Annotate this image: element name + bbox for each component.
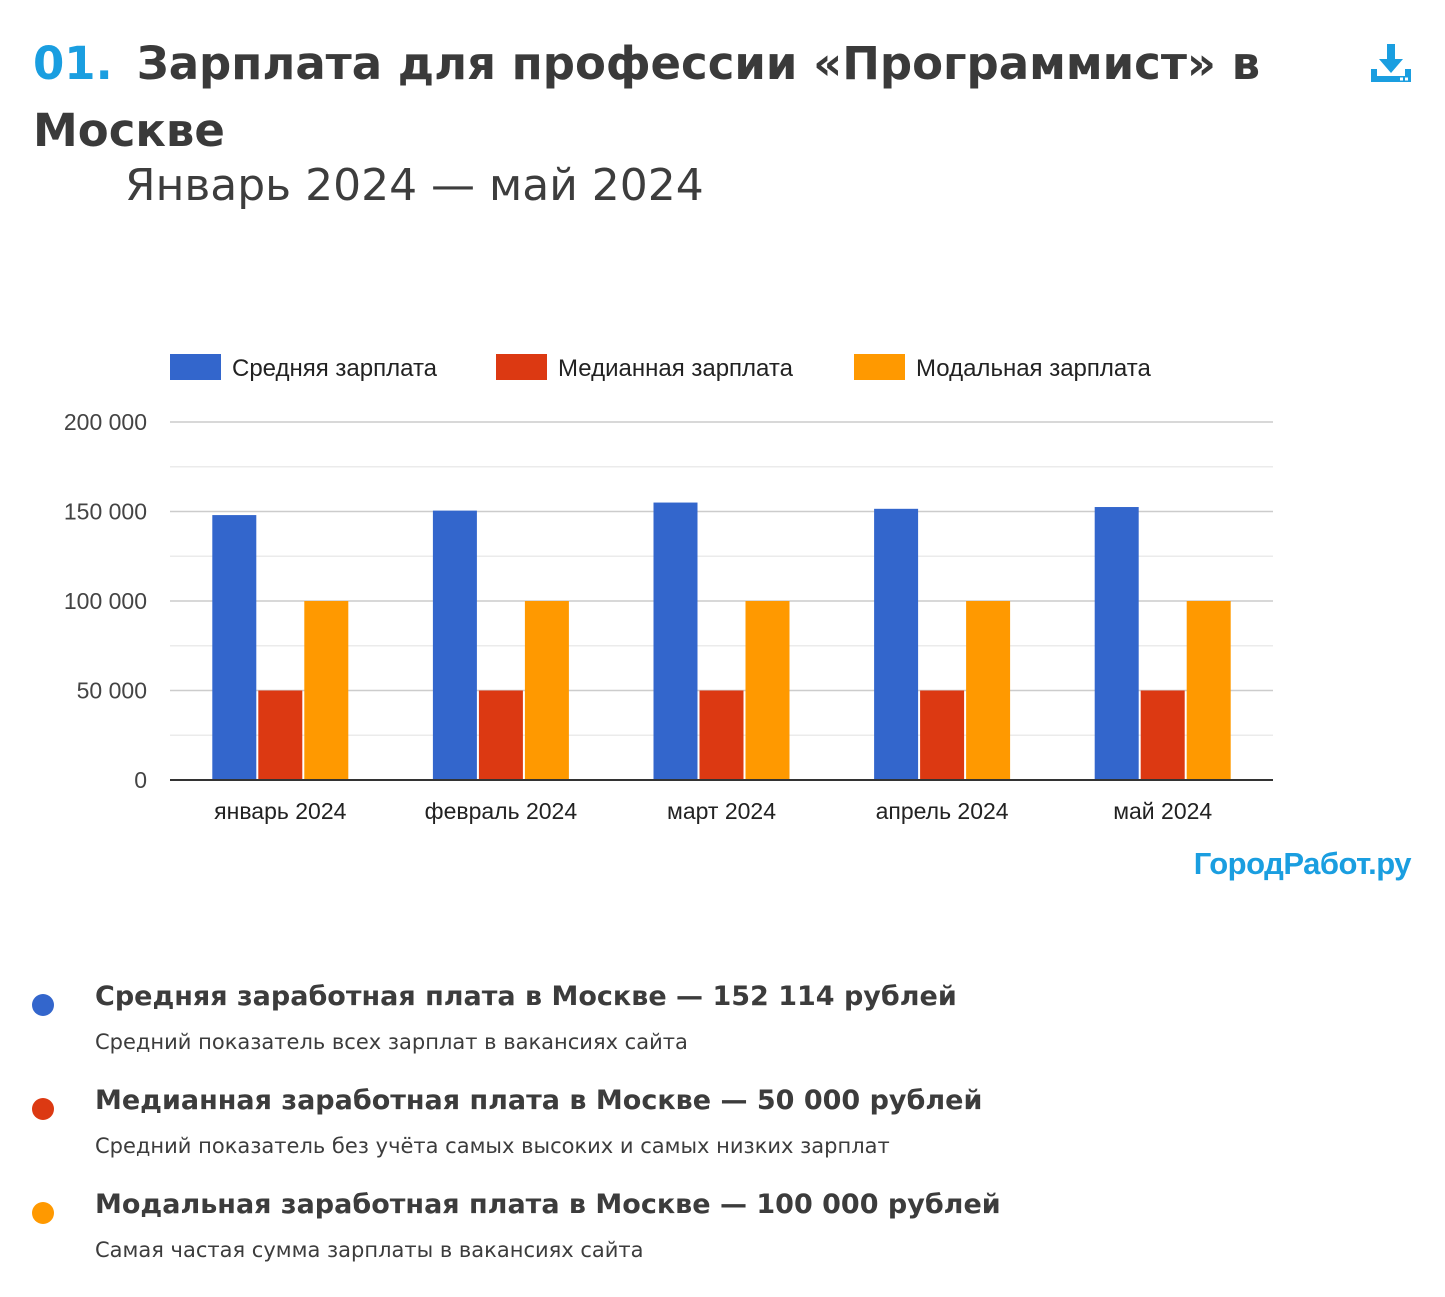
x-tick-label: февраль 2024 [425,798,578,824]
salary-stats-list: Средняя заработная плата в Москве — 152 … [32,981,1412,1297]
title-text: Зарплата для профессии «Программист» в М… [33,37,1261,157]
x-tick-label: май 2024 [1113,798,1212,824]
bar-average [432,510,477,780]
y-tick-label: 50 000 [77,678,147,704]
stat-median: Медианная заработная плата в Москве — 50… [32,1085,1412,1193]
bar-median [258,690,303,780]
median-description: Средний показатель без учёта самых высок… [95,1134,890,1158]
median-title: Медианная заработная плата в Москве — 50… [95,1085,983,1116]
bar-average [1094,507,1139,780]
bar-median [478,690,523,780]
legend-label: Медианная зарплата [558,355,794,382]
y-tick-label: 0 [134,767,147,793]
salary-bar-chart: 0 50 000 100 000 150 000 200 000 январь 2024 ф… [64,354,1273,824]
stat-average: Средняя заработная плата в Москве — 152 … [32,981,1412,1089]
section-number: 01. [33,37,113,90]
x-tick-label: март 2024 [667,798,776,824]
period-subtitle: Январь 2024 — май 2024 [125,160,704,211]
bar-mode [1186,601,1231,780]
stat-mode: Модальная заработная плата в Москве — 10… [32,1189,1412,1297]
legend-swatch [854,354,905,380]
average-title: Средняя заработная плата в Москве — 152 … [95,981,957,1012]
y-tick-label: 200 000 [64,409,147,435]
y-tick-label: 100 000 [64,588,147,614]
legend-swatch [170,354,221,380]
bar-median [1140,690,1185,780]
bar-median [699,690,744,780]
mode-title: Модальная заработная плата в Москве — 10… [95,1189,1001,1220]
download-icon[interactable] [1368,42,1414,88]
average-dot [32,994,54,1016]
brand-logo[interactable]: ГородРабот.ру [1193,846,1412,881]
average-description: Средний показатель всех зарплат в ваканс… [95,1030,688,1054]
mode-dot [32,1202,54,1224]
legend-label: Средняя зарплата [232,355,438,382]
bar-mode [966,601,1011,780]
x-tick-label: апрель 2024 [876,798,1009,824]
legend-label: Модальная зарплата [916,355,1151,382]
bar-average [874,508,919,780]
median-dot [32,1098,54,1120]
legend-swatch [496,354,547,380]
mode-description: Самая частая сумма зарплаты в вакансиях … [95,1238,644,1262]
bar-average [212,515,257,780]
bar-mode [745,601,790,780]
bar-mode [524,601,569,780]
page-title: 01. Зарплата для профессии «Программист» … [33,30,1333,164]
x-tick-label: январь 2024 [214,798,346,824]
bar-mode [304,601,349,780]
y-tick-label: 150 000 [64,499,147,525]
bar-average [653,502,698,780]
bar-median [920,690,965,780]
